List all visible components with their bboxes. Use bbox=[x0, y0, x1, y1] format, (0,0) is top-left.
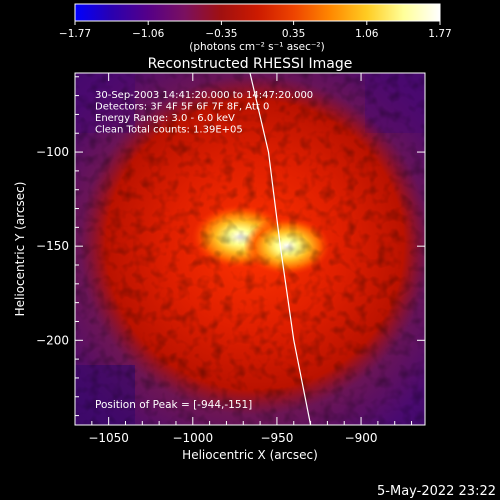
annotation-line: Clean Total counts: 1.39E+05 bbox=[95, 125, 243, 136]
x-axis-label: Heliocentric X (arcsec) bbox=[182, 448, 318, 462]
colorbar-tick-label: −0.35 bbox=[205, 28, 237, 40]
colorbar-tick-label: −1.06 bbox=[132, 28, 164, 40]
x-tick-label: −1000 bbox=[172, 431, 213, 445]
plot-frame bbox=[74, 72, 426, 426]
y-axis-ticks: −100 −150 −200 bbox=[36, 76, 425, 417]
colorbar bbox=[74, 3, 441, 22]
colorbar-label: (photons cm⁻² s⁻¹ asec⁻²) bbox=[189, 41, 324, 53]
peak-position-label: Position of Peak = [-944,-151] bbox=[95, 399, 252, 411]
colorbar-ticks: −1.77 −1.06 −0.35 0.35 1.06 1.77 bbox=[59, 21, 452, 40]
solar-limb-line bbox=[249, 73, 312, 425]
annotation-line: Energy Range: 3.0 - 6.0 keV bbox=[95, 113, 235, 124]
annotations: 30-Sep-2003 14:41:20.000 to 14:47:20.000… bbox=[95, 90, 313, 136]
y-axis-label: Heliocentric Y (arcsec) bbox=[13, 182, 27, 317]
colorbar-tick-label: 0.35 bbox=[282, 28, 305, 40]
y-tick-label: −200 bbox=[36, 333, 69, 347]
y-tick-label: −100 bbox=[36, 145, 69, 159]
x-axis-ticks: −1050 −1000 −950 −900 bbox=[88, 73, 413, 445]
colorbar-tick-label: −1.77 bbox=[59, 28, 91, 40]
chart-title: Reconstructed RHESSI Image bbox=[148, 56, 353, 72]
colorbar-tick-label: 1.77 bbox=[428, 28, 451, 40]
x-tick-label: −900 bbox=[345, 431, 378, 445]
x-tick-label: −950 bbox=[260, 431, 293, 445]
x-tick-label: −1050 bbox=[88, 431, 129, 445]
annotation-line: Detectors: 3F 4F 5F 6F 7F 8F, Att 0 bbox=[95, 102, 269, 113]
y-tick-label: −150 bbox=[36, 239, 69, 253]
pixel-noise bbox=[75, 73, 425, 425]
colorbar-tick-label: 1.06 bbox=[355, 28, 379, 40]
annotation-line: 30-Sep-2003 14:41:20.000 to 14:47:20.000 bbox=[95, 90, 313, 101]
footer-date: 5-May-2022 23:22 bbox=[377, 484, 496, 499]
plot-area bbox=[75, 73, 425, 425]
